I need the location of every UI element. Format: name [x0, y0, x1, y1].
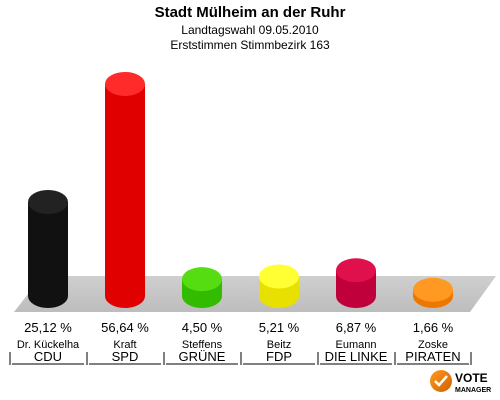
bar-top-spd — [105, 72, 145, 96]
value-label-cdu: 25,12 % — [24, 320, 72, 335]
bar-spd — [105, 84, 145, 308]
candidate-label-spd: Kraft — [113, 339, 136, 351]
party-label-die-linke: DIE LINKE — [325, 349, 388, 364]
value-label-fdp: 5,21 % — [259, 320, 300, 335]
party-label-fdp: FDP — [266, 349, 292, 364]
candidate-label-grune: Steffens — [182, 339, 223, 351]
candidate-label-die-linke: Eumann — [336, 339, 377, 351]
candidate-label-fdp: Beitz — [267, 339, 291, 351]
party-label-piraten: PIRATEN — [405, 349, 460, 364]
value-label-grune: 4,50 % — [182, 320, 223, 335]
chart-subtitle-district: Erststimmen Stimmbezirk 163 — [170, 38, 330, 52]
logo-text-manager: MANAGER — [455, 387, 491, 394]
logo-text-vote: VOTE — [455, 371, 488, 385]
bar-top-piraten — [413, 277, 453, 302]
vote-manager-logo: VOTE MANAGER — [430, 370, 491, 394]
bar-top-grune — [182, 267, 222, 292]
bar-cdu — [28, 201, 68, 308]
value-label-die-linke: 6,87 % — [336, 320, 377, 335]
bar-top-fdp — [259, 264, 299, 289]
bar-group — [28, 72, 453, 308]
value-label-spd: 56,64 % — [101, 320, 149, 335]
party-label-cdu: CDU — [34, 349, 62, 364]
party-label-spd: SPD — [112, 349, 139, 364]
bar-top-die-linke — [336, 258, 376, 283]
candidate-label-cdu: Dr. Kückelha — [17, 339, 80, 351]
chart-subtitle-election: Landtagswahl 09.05.2010 — [181, 23, 319, 37]
bar-top-cdu — [28, 189, 68, 214]
chart-title: Stadt Mülheim an der Ruhr — [155, 4, 346, 21]
party-label-grune: GRÜNE — [179, 349, 226, 364]
value-label-piraten: 1,66 % — [413, 320, 454, 335]
candidate-label-piraten: Zoske — [418, 339, 448, 351]
